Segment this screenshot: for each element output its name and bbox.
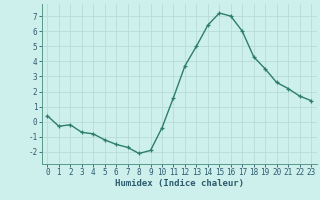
X-axis label: Humidex (Indice chaleur): Humidex (Indice chaleur): [115, 179, 244, 188]
